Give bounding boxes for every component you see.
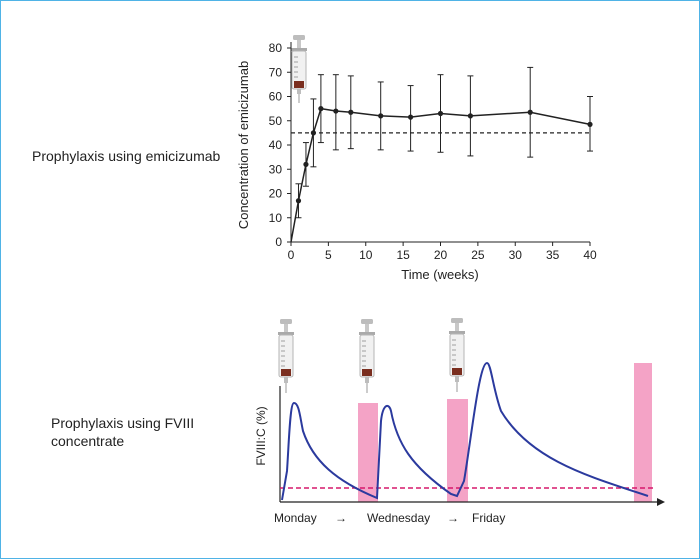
data-point bbox=[295, 198, 302, 204]
data-point bbox=[527, 109, 533, 115]
syringe-icon bbox=[449, 318, 465, 392]
infusion-bar bbox=[358, 403, 378, 502]
y-tick-label: 50 bbox=[269, 114, 283, 128]
x-axis-arrowhead bbox=[657, 498, 665, 506]
syringe-icon bbox=[278, 319, 294, 393]
data-point bbox=[318, 106, 324, 112]
fviii-level-curve bbox=[281, 361, 649, 501]
y-tick-label: 80 bbox=[269, 41, 283, 55]
chart-axes: 0 10 20 30 40 50 60 70 80 0 5 10 15 20 25 30 35 40 bbox=[269, 41, 597, 262]
y-tick-label: 60 bbox=[269, 90, 283, 104]
x-tick-label: 25 bbox=[471, 248, 485, 262]
y-tick-label: 40 bbox=[269, 138, 283, 152]
fviii-chart: FVIII:C (%) Monday → Wednesday → Friday bbox=[254, 318, 665, 525]
syringe-icon bbox=[359, 319, 375, 393]
y-tick-label: 70 bbox=[269, 65, 283, 79]
day-label-monday: Monday bbox=[274, 511, 317, 525]
x-axis-title: Time (weeks) bbox=[401, 267, 479, 282]
data-point bbox=[587, 121, 593, 127]
day-label-wednesday: Wednesday bbox=[367, 511, 430, 525]
data-point bbox=[310, 130, 317, 136]
y-tick-label: 30 bbox=[269, 162, 283, 176]
x-tick-label: 20 bbox=[434, 248, 448, 262]
data-point bbox=[437, 110, 444, 117]
data-point bbox=[303, 161, 309, 167]
y-axis-title: Concentration of emicizumab bbox=[236, 61, 251, 229]
y-tick-label: 20 bbox=[269, 187, 283, 201]
infusion-bar bbox=[634, 363, 652, 502]
y-tick-label: 10 bbox=[269, 211, 283, 225]
chart-marks bbox=[290, 66, 593, 243]
data-point bbox=[378, 113, 384, 119]
y-tick-label: 0 bbox=[275, 235, 282, 249]
day-label-friday: Friday bbox=[472, 511, 505, 525]
syringe-group bbox=[278, 318, 465, 393]
x-tick-label: 0 bbox=[288, 248, 295, 262]
x-tick-label: 5 bbox=[325, 248, 332, 262]
arrow-1: → bbox=[335, 511, 347, 525]
infusion-bars bbox=[358, 363, 652, 502]
fviii-label: Prophylaxis using FVIII concentrate bbox=[51, 415, 195, 449]
emicizumab-label: Prophylaxis using emicizumab bbox=[32, 148, 221, 164]
emicizumab-chart: 0 10 20 30 40 50 60 70 80 0 5 10 15 20 25 30 35 40 Time (… bbox=[236, 35, 597, 282]
syringe-icon bbox=[291, 35, 307, 103]
data-point bbox=[408, 114, 414, 120]
x-tick-label: 35 bbox=[546, 248, 560, 262]
infusion-bar bbox=[447, 399, 468, 502]
data-point bbox=[348, 109, 354, 115]
x-tick-label: 10 bbox=[359, 248, 373, 262]
data-point bbox=[467, 113, 473, 119]
x-tick-label: 40 bbox=[583, 248, 597, 262]
x-tick-label: 30 bbox=[509, 248, 523, 262]
y-axis-title: FVIII:C (%) bbox=[254, 406, 268, 465]
x-tick-label: 15 bbox=[396, 248, 410, 262]
arrow-2: → bbox=[447, 511, 459, 525]
data-point bbox=[333, 108, 339, 114]
chart-marks bbox=[280, 361, 653, 501]
chart-axes bbox=[279, 386, 665, 506]
